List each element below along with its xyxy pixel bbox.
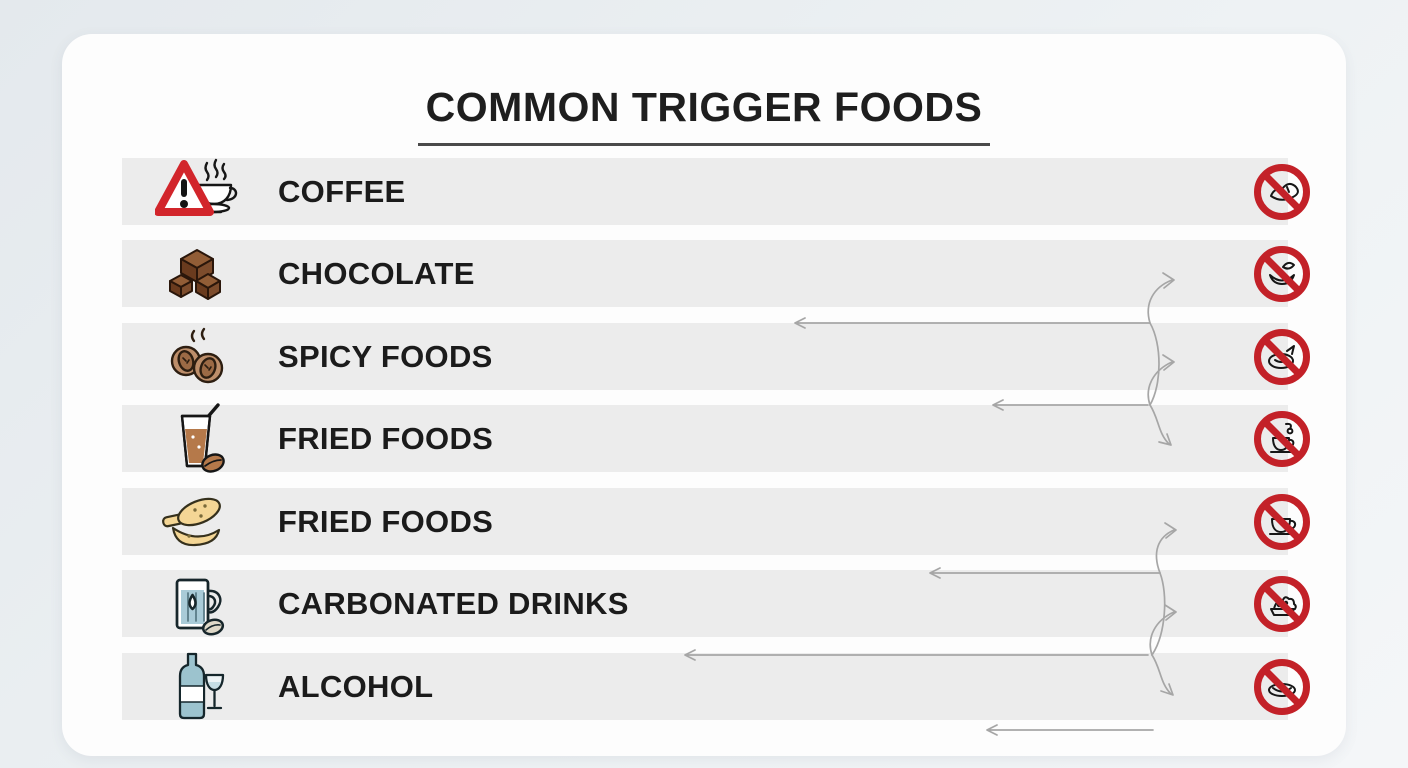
food-label: COFFEE — [278, 173, 406, 209]
no-teacup-cherry-icon — [1252, 409, 1312, 469]
content-card: COMMON TRIGGER FOODS COFFEE — [62, 34, 1346, 756]
no-dumpling-icon — [1252, 327, 1312, 387]
food-label: CHOCOLATE — [278, 255, 475, 291]
food-label: SPICY FOODS — [278, 338, 493, 374]
iced-drink-icon — [154, 396, 240, 482]
row-coffee: COFFEE — [122, 158, 1310, 225]
spicy-pods-icon — [154, 314, 240, 400]
page-title: COMMON TRIGGER FOODS — [425, 84, 983, 130]
row-fried-foods-1: FRIED FOODS — [122, 402, 1310, 473]
no-cake-icon — [1252, 574, 1312, 634]
title-underline: COMMON TRIGGER FOODS — [417, 84, 991, 146]
row-alcohol: ALCOHOL — [122, 652, 1310, 720]
food-label: FRIED FOODS — [278, 503, 494, 539]
no-dish-icon — [1252, 657, 1312, 717]
food-label: ALCOHOL — [278, 668, 434, 704]
row-chocolate: CHOCOLATE — [122, 240, 1310, 307]
row-spicy-foods: SPICY FOODS — [122, 323, 1310, 390]
no-pastry-icon — [1252, 162, 1312, 222]
no-teacup-icon — [1252, 492, 1312, 552]
alcohol-bottle-icon — [154, 644, 240, 730]
food-label: FRIED FOODS — [278, 420, 494, 456]
chocolate-icon — [154, 231, 240, 317]
warning-coffee-icon — [154, 149, 240, 235]
fried-foods-icon — [154, 479, 240, 565]
row-fried-foods-2: FRIED FOODS — [122, 488, 1310, 555]
row-carbonated-drinks: CARBONATED DRINKS — [122, 570, 1310, 637]
no-bowl-icon — [1252, 244, 1312, 304]
carbonated-mug-icon — [154, 561, 240, 647]
food-label: CARBONATED DRINKS — [278, 585, 629, 621]
title-wrap: COMMON TRIGGER FOODS — [62, 84, 1346, 146]
